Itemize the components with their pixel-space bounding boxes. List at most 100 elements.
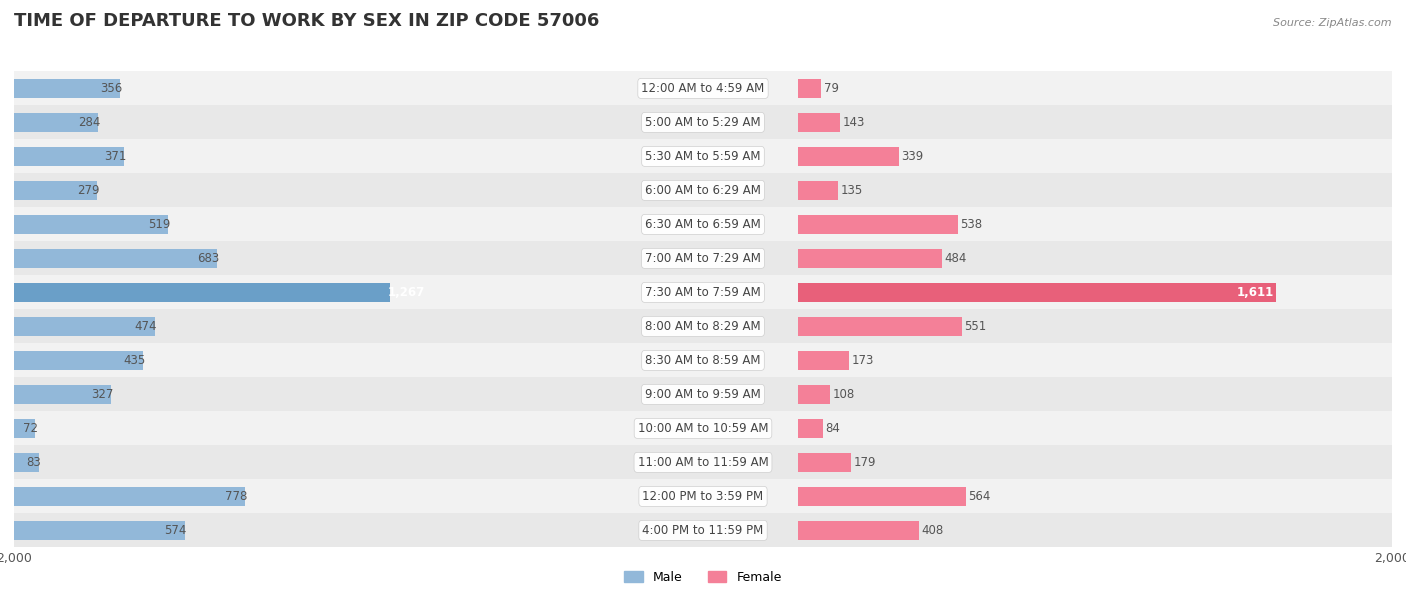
Text: 538: 538 xyxy=(960,218,983,231)
Bar xyxy=(607,513,799,547)
Text: 564: 564 xyxy=(967,490,990,503)
Bar xyxy=(607,208,799,242)
Bar xyxy=(0,513,607,547)
Bar xyxy=(14,419,35,438)
Text: 8:00 AM to 8:29 AM: 8:00 AM to 8:29 AM xyxy=(645,320,761,333)
Text: 79: 79 xyxy=(824,82,839,95)
Text: 551: 551 xyxy=(965,320,986,333)
Bar xyxy=(607,105,799,139)
Bar xyxy=(0,105,607,139)
Bar xyxy=(14,283,391,302)
Text: 11:00 AM to 11:59 AM: 11:00 AM to 11:59 AM xyxy=(638,456,768,469)
Bar xyxy=(799,275,1406,309)
Text: 135: 135 xyxy=(841,184,863,197)
Bar xyxy=(799,283,1277,302)
Bar xyxy=(607,139,799,173)
Bar xyxy=(607,480,799,513)
Text: 10:00 AM to 10:59 AM: 10:00 AM to 10:59 AM xyxy=(638,422,768,435)
Bar xyxy=(607,377,799,411)
Bar xyxy=(14,249,217,268)
Bar xyxy=(607,377,799,411)
Text: 84: 84 xyxy=(825,422,841,435)
Bar xyxy=(14,79,120,98)
Bar xyxy=(799,480,1406,513)
Text: 408: 408 xyxy=(921,524,943,537)
Bar xyxy=(607,309,799,343)
Text: 12:00 PM to 3:59 PM: 12:00 PM to 3:59 PM xyxy=(643,490,763,503)
Bar xyxy=(14,351,143,369)
Bar xyxy=(799,242,1406,275)
Text: 519: 519 xyxy=(148,218,170,231)
Bar xyxy=(607,446,799,480)
Text: Source: ZipAtlas.com: Source: ZipAtlas.com xyxy=(1274,18,1392,28)
Bar xyxy=(607,242,799,275)
Bar xyxy=(0,377,607,411)
Text: 9:00 AM to 9:59 AM: 9:00 AM to 9:59 AM xyxy=(645,388,761,401)
Bar xyxy=(607,173,799,208)
Text: 1,611: 1,611 xyxy=(1237,286,1274,299)
Bar xyxy=(799,105,1406,139)
Text: 284: 284 xyxy=(79,116,101,129)
Bar xyxy=(0,173,607,208)
Bar xyxy=(0,242,607,275)
Bar xyxy=(14,147,124,166)
Bar xyxy=(799,249,942,268)
Bar xyxy=(0,446,607,480)
Text: 371: 371 xyxy=(104,150,127,163)
Bar xyxy=(14,215,169,234)
Bar xyxy=(799,309,1406,343)
Text: 173: 173 xyxy=(852,354,875,367)
Bar xyxy=(607,275,799,309)
Bar xyxy=(14,521,184,540)
Bar xyxy=(0,139,607,173)
Text: 484: 484 xyxy=(945,252,966,265)
Text: 12:00 AM to 4:59 AM: 12:00 AM to 4:59 AM xyxy=(641,82,765,95)
Bar xyxy=(0,480,607,513)
Bar xyxy=(607,139,799,173)
Text: 1,267: 1,267 xyxy=(388,286,425,299)
Bar xyxy=(799,215,957,234)
Text: 7:30 AM to 7:59 AM: 7:30 AM to 7:59 AM xyxy=(645,286,761,299)
Text: 4:00 PM to 11:59 PM: 4:00 PM to 11:59 PM xyxy=(643,524,763,537)
Bar xyxy=(799,351,849,369)
Bar xyxy=(14,487,245,506)
Bar xyxy=(799,79,821,98)
Text: 327: 327 xyxy=(91,388,114,401)
Text: 574: 574 xyxy=(165,524,187,537)
Text: 6:30 AM to 6:59 AM: 6:30 AM to 6:59 AM xyxy=(645,218,761,231)
Bar xyxy=(607,343,799,377)
Bar xyxy=(0,411,607,446)
Bar xyxy=(607,309,799,343)
Bar xyxy=(799,139,1406,173)
Bar xyxy=(799,419,823,438)
Bar xyxy=(607,275,799,309)
Bar xyxy=(607,480,799,513)
Bar xyxy=(607,411,799,446)
Text: 72: 72 xyxy=(22,422,38,435)
Bar xyxy=(607,411,799,446)
Bar xyxy=(799,513,1406,547)
Bar xyxy=(607,173,799,208)
Bar xyxy=(607,208,799,242)
Text: 108: 108 xyxy=(832,388,855,401)
Legend: Male, Female: Male, Female xyxy=(619,566,787,588)
Bar xyxy=(799,446,1406,480)
Text: TIME OF DEPARTURE TO WORK BY SEX IN ZIP CODE 57006: TIME OF DEPARTURE TO WORK BY SEX IN ZIP … xyxy=(14,12,599,30)
Bar xyxy=(14,181,97,200)
Bar xyxy=(799,487,966,506)
Bar xyxy=(607,71,799,105)
Text: 5:30 AM to 5:59 AM: 5:30 AM to 5:59 AM xyxy=(645,150,761,163)
Bar xyxy=(799,71,1406,105)
Bar xyxy=(799,208,1406,242)
Bar xyxy=(799,173,1406,208)
Text: 339: 339 xyxy=(901,150,924,163)
Bar xyxy=(799,385,830,404)
Bar xyxy=(0,71,607,105)
Bar xyxy=(14,317,155,336)
Text: 5:00 AM to 5:29 AM: 5:00 AM to 5:29 AM xyxy=(645,116,761,129)
Bar xyxy=(0,208,607,242)
Text: 435: 435 xyxy=(124,354,146,367)
Bar xyxy=(0,343,607,377)
Bar xyxy=(799,521,920,540)
Text: 6:00 AM to 6:29 AM: 6:00 AM to 6:29 AM xyxy=(645,184,761,197)
